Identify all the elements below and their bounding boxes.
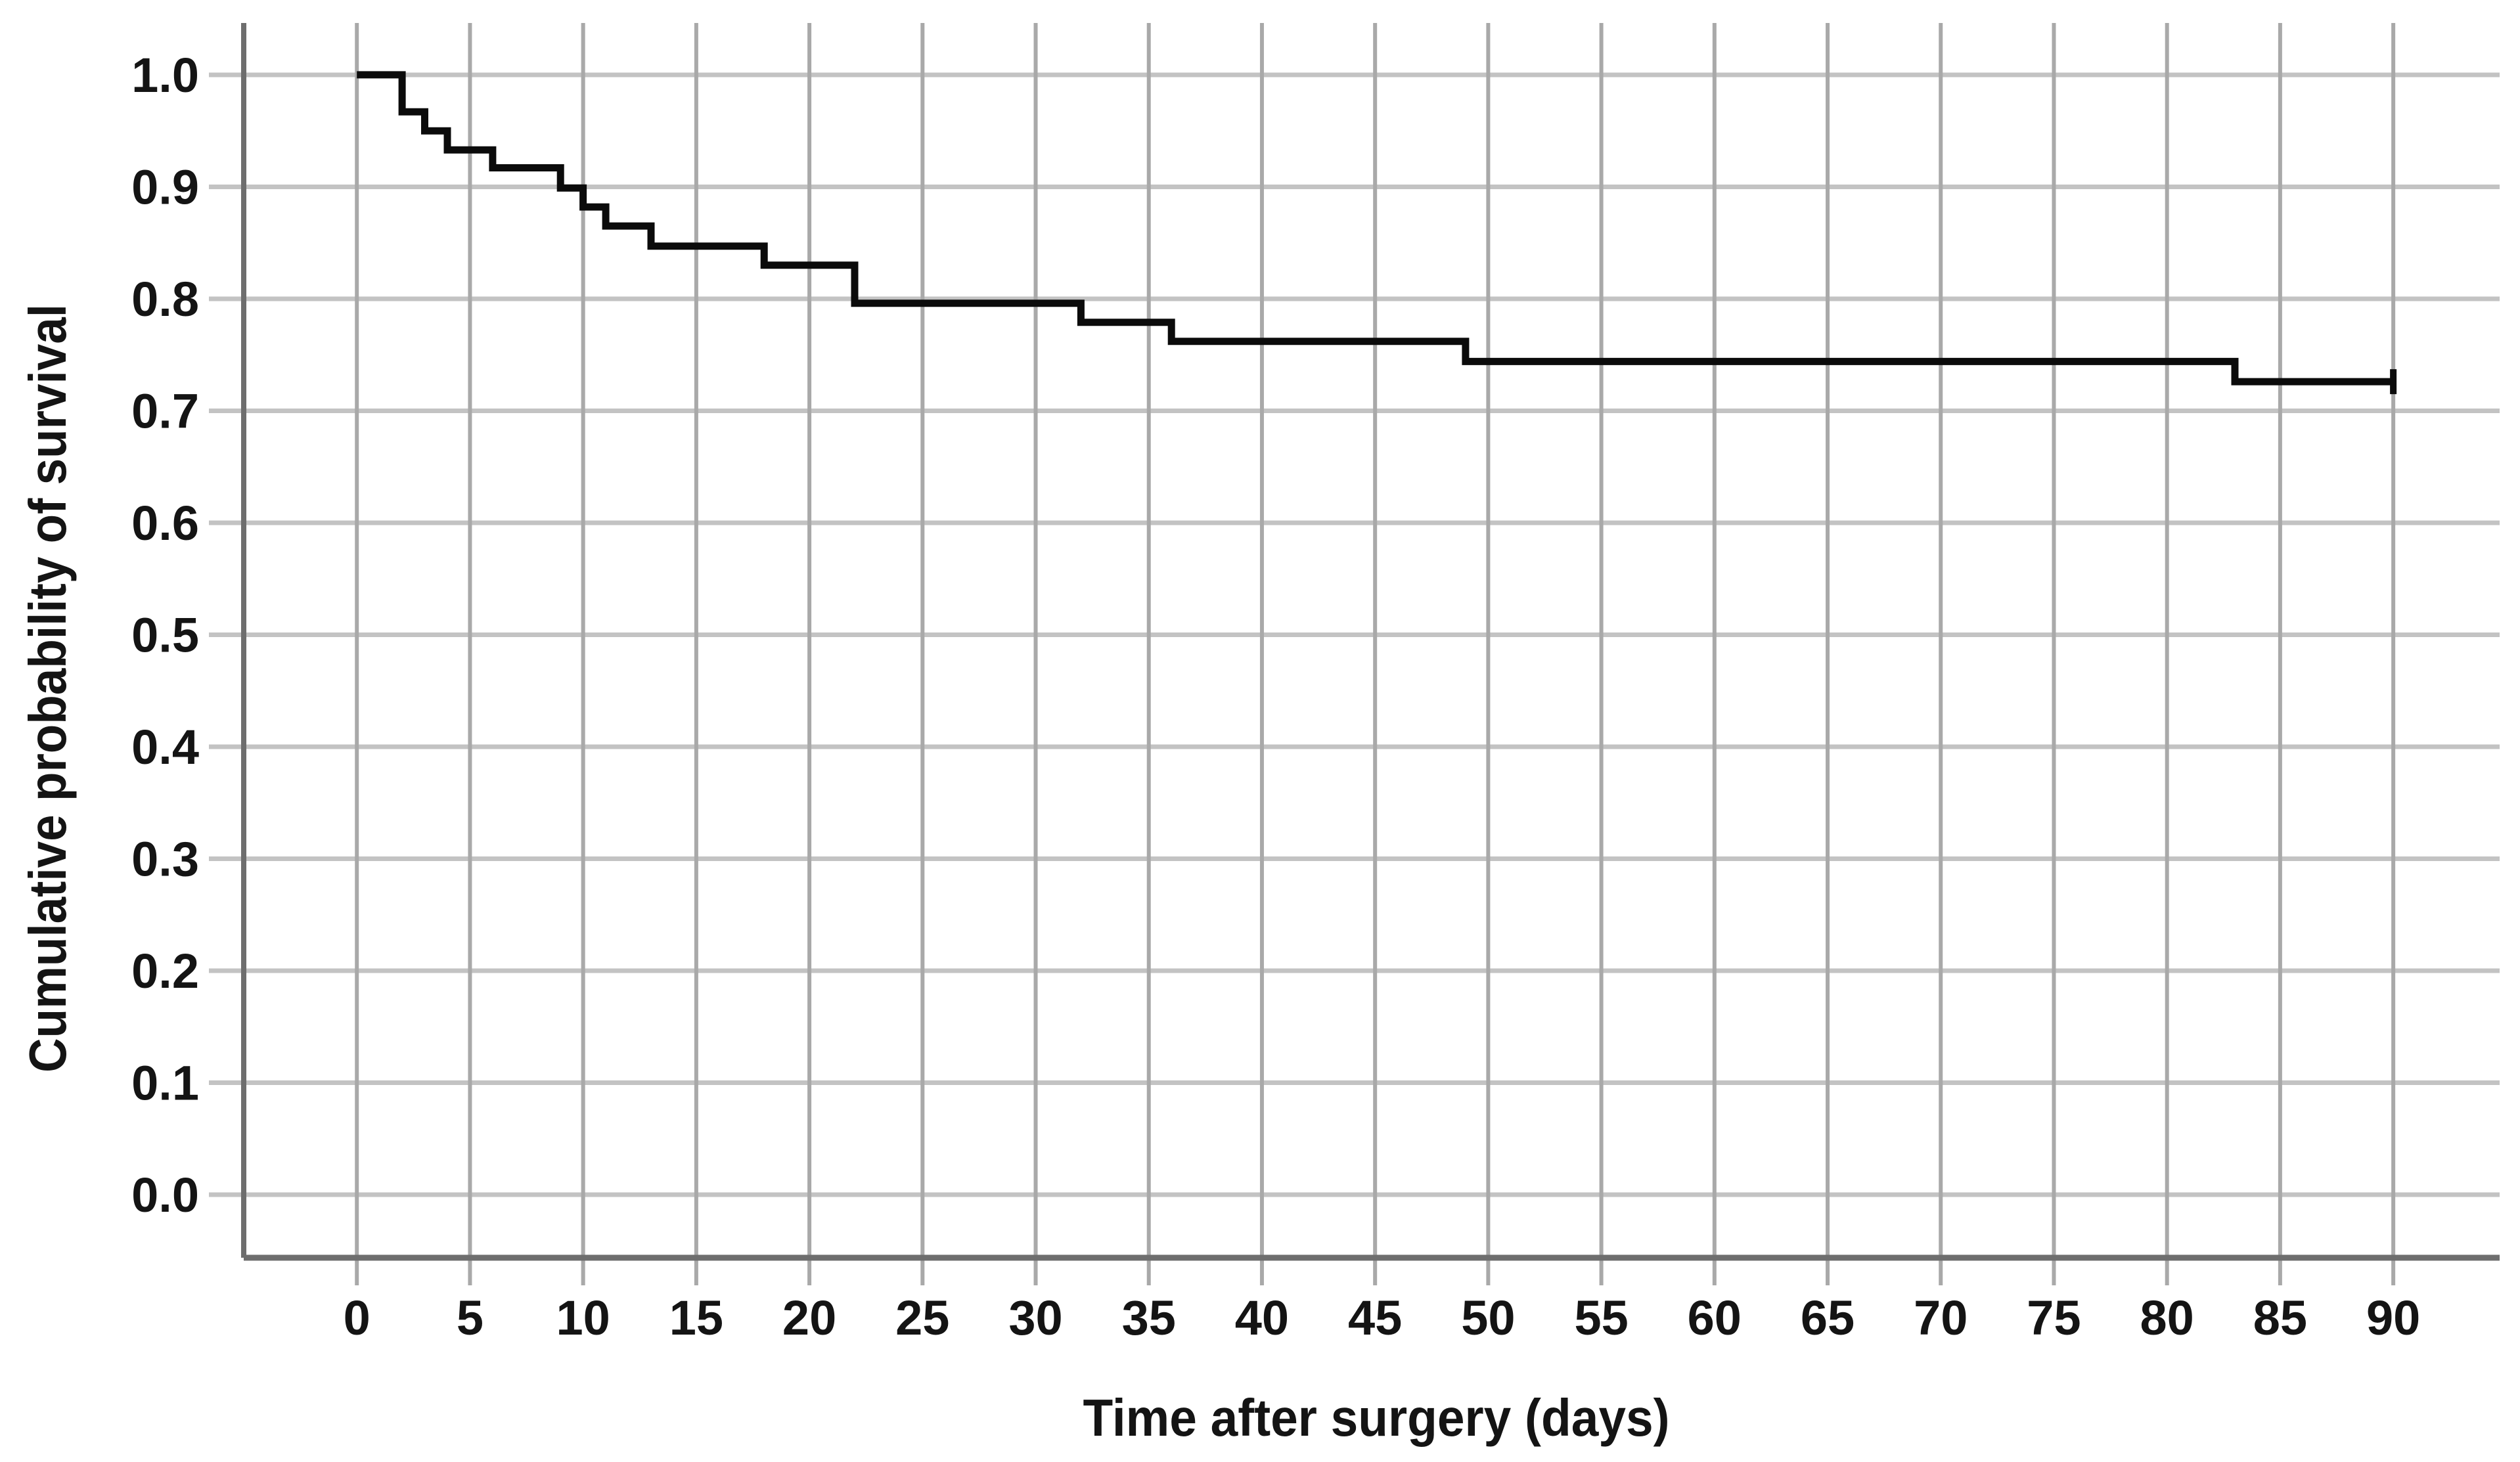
x-tick-label: 85 bbox=[2253, 1291, 2307, 1345]
y-tick-label: 0.5 bbox=[131, 608, 199, 662]
y-tick-label: 0.7 bbox=[131, 384, 199, 438]
survival-curve-group bbox=[357, 71, 2394, 386]
x-tick-label: 55 bbox=[1574, 1291, 1628, 1345]
x-tick-label: 70 bbox=[1914, 1291, 1968, 1345]
x-axis-tick-labels: 0 5 10 15 20 25 30 35 40 45 50 55 60 65 70 75 80 85 90 bbox=[344, 1291, 2421, 1345]
x-tick-label: 40 bbox=[1235, 1291, 1289, 1345]
x-tick-label: 30 bbox=[1008, 1291, 1062, 1345]
y-tick-label: 0.2 bbox=[131, 944, 199, 998]
y-tick-label: 0.4 bbox=[131, 720, 199, 774]
x-axis-title: Time after surgery (days) bbox=[1083, 1388, 1670, 1447]
y-tick-label: 1.0 bbox=[131, 48, 199, 102]
survival-curve bbox=[357, 71, 2394, 386]
x-tick-label: 45 bbox=[1348, 1291, 1402, 1345]
x-tick-label: 5 bbox=[457, 1291, 484, 1345]
y-tick-label: 0.1 bbox=[131, 1055, 199, 1110]
x-tick-label: 80 bbox=[2140, 1291, 2194, 1345]
axis-frame bbox=[241, 23, 2500, 1261]
x-tick-label: 15 bbox=[669, 1291, 723, 1345]
y-axis-tick-labels: 1.0 0.9 0.8 0.7 0.6 0.5 0.4 0.3 0.2 0.1 0.0 bbox=[131, 48, 199, 1222]
x-tick-label: 35 bbox=[1122, 1291, 1176, 1345]
y-tick-label: 0.9 bbox=[131, 160, 199, 214]
x-tick-label: 20 bbox=[782, 1291, 836, 1345]
x-tick-label: 10 bbox=[556, 1291, 610, 1345]
x-tick-label: 75 bbox=[2027, 1291, 2081, 1345]
y-tick-label: 0.0 bbox=[131, 1168, 199, 1222]
x-tick-label: 0 bbox=[344, 1291, 371, 1345]
x-tick-label: 60 bbox=[1688, 1291, 1742, 1345]
x-tick-label: 90 bbox=[2366, 1291, 2420, 1345]
x-tick-label: 50 bbox=[1461, 1291, 1515, 1345]
y-axis-title: Cumulative probability of survival bbox=[18, 304, 77, 1073]
x-tick-label: 65 bbox=[1801, 1291, 1855, 1345]
y-tick-label: 0.8 bbox=[131, 272, 199, 326]
y-tick-label: 0.6 bbox=[131, 496, 199, 550]
vertical-gridlines bbox=[355, 23, 2396, 1285]
x-tick-label: 25 bbox=[895, 1291, 949, 1345]
horizontal-gridlines bbox=[209, 72, 2500, 1197]
y-tick-label: 0.3 bbox=[131, 831, 199, 886]
